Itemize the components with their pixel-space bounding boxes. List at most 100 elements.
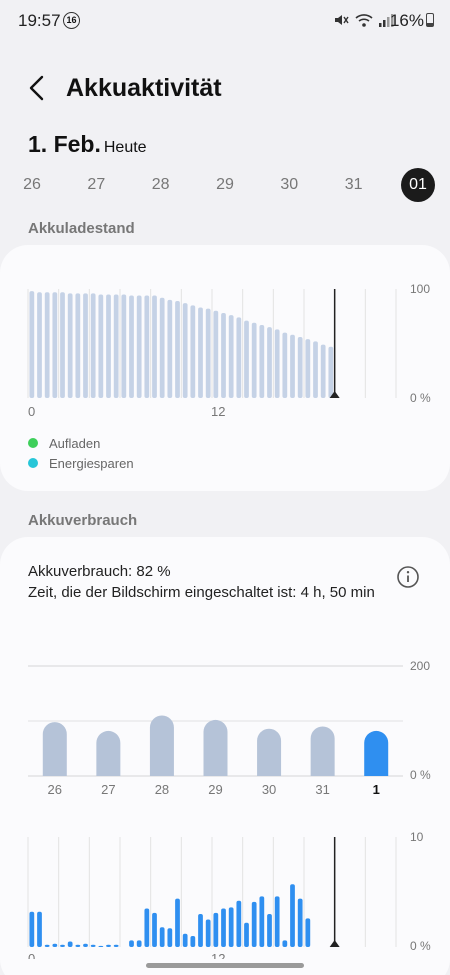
- data-bar: [129, 295, 134, 398]
- data-bar: [305, 339, 311, 398]
- data-bar: [98, 945, 104, 947]
- x-axis-label: 27: [101, 782, 115, 797]
- data-bar: [136, 940, 142, 947]
- data-bar: [83, 943, 88, 947]
- section-label-battery-level: Akkuladestand: [28, 220, 135, 237]
- data-bar: [175, 300, 180, 398]
- signal-icon: [379, 14, 394, 27]
- day-item[interactable]: 28: [151, 176, 170, 193]
- hourly-usage-chart: 10 0 % 0 12: [27, 830, 431, 959]
- data-bar: [274, 896, 280, 947]
- back-arrow-icon[interactable]: [22, 72, 54, 104]
- current-time-triangle: [329, 940, 340, 947]
- header: Akkuaktivität: [0, 64, 450, 114]
- data-bar: [60, 292, 65, 398]
- x-axis-label-12: 12: [211, 951, 225, 959]
- date-title: 1. Feb. Heute: [28, 131, 147, 158]
- day-item[interactable]: 26: [23, 176, 41, 193]
- x-axis-label-0: 0: [28, 404, 35, 419]
- info-icon[interactable]: [396, 565, 420, 589]
- legend-dot-cyan: [28, 458, 38, 468]
- day-item-selected[interactable]: 01: [400, 168, 435, 202]
- data-bar: [236, 317, 242, 398]
- section-label-usage: Akkuverbrauch: [28, 512, 138, 529]
- data-bar: [251, 322, 257, 398]
- data-bar: [305, 918, 311, 947]
- day-item[interactable]: 29: [216, 176, 234, 193]
- data-bar: [136, 295, 142, 398]
- data-bar: [96, 730, 121, 776]
- data-bar: [251, 901, 257, 947]
- data-bar: [175, 898, 180, 947]
- data-bar: [257, 728, 282, 776]
- data-bar: [236, 900, 242, 947]
- data-bar: [182, 933, 188, 947]
- y-axis-min-label: 0 %: [410, 939, 431, 953]
- data-bar: [198, 914, 203, 947]
- x-axis-label: 28: [155, 782, 169, 797]
- y-axis-max-label: 100: [410, 282, 430, 296]
- data-bar: [159, 927, 165, 947]
- battery-level-card: 100 0 % 0 12 Aufladen Energiesparen: [0, 245, 450, 491]
- x-axis-label: 31: [315, 782, 329, 797]
- page-title: Akkuaktivität: [66, 74, 222, 102]
- data-bar: [297, 336, 303, 398]
- home-indicator[interactable]: [146, 963, 304, 968]
- data-bar: [205, 919, 211, 947]
- legend-dot-green: [28, 438, 38, 448]
- date-label: 1. Feb.: [28, 131, 101, 157]
- data-bar: [259, 324, 265, 398]
- current-time-triangle: [329, 391, 340, 398]
- status-icons: [332, 11, 394, 29]
- data-bar: [213, 912, 219, 947]
- data-bar: [37, 292, 42, 398]
- x-axis-label: 26: [48, 782, 62, 797]
- data-bar: [244, 922, 249, 947]
- data-bar: [167, 299, 173, 398]
- data-bar: [52, 943, 58, 947]
- data-bar: [221, 312, 226, 398]
- data-bar: [221, 908, 226, 947]
- data-bar: [259, 896, 265, 947]
- usage-card: Akkuverbrauch: 82 % Zeit, die der Bildsc…: [0, 537, 450, 975]
- day-item[interactable]: 30: [280, 176, 299, 193]
- battery-percent: 16%: [389, 11, 424, 30]
- data-bar: [203, 719, 228, 776]
- data-bar: [67, 293, 73, 398]
- data-bar: [90, 944, 96, 947]
- x-axis-label-12: 12: [211, 404, 225, 419]
- data-bar: [167, 928, 173, 947]
- data-bar: [310, 726, 335, 776]
- status-bar: 19:57 16 16%: [0, 0, 450, 42]
- data-bar: [267, 327, 272, 398]
- status-time: 19:57: [18, 11, 61, 30]
- data-bar: [190, 936, 196, 947]
- data-bar: [29, 911, 35, 947]
- x-axis-label: 30: [262, 782, 276, 797]
- data-bar: [129, 940, 134, 947]
- data-bar: [52, 292, 58, 398]
- day-item[interactable]: 31: [344, 176, 363, 193]
- data-bar: [75, 944, 81, 947]
- data-bar: [282, 940, 288, 947]
- data-bar: [364, 730, 389, 776]
- legend-item-power-saving: Energiesparen: [28, 453, 134, 473]
- data-bar: [83, 293, 88, 398]
- data-bar: [42, 722, 67, 776]
- data-bar: [213, 310, 219, 398]
- day-item[interactable]: 27: [87, 176, 106, 193]
- data-bar: [152, 912, 157, 947]
- y-axis-max-label: 10: [410, 830, 424, 844]
- data-bar: [297, 898, 303, 947]
- data-bar: [228, 907, 234, 947]
- data-bar: [121, 294, 127, 398]
- data-bar: [44, 292, 50, 398]
- data-bar: [244, 320, 249, 398]
- y-axis-max-label: 200: [410, 659, 430, 673]
- data-bar: [290, 884, 295, 947]
- data-bar: [182, 303, 188, 398]
- usage-percent-text: Akkuverbrauch: 82 %: [28, 563, 171, 580]
- data-bar: [152, 295, 157, 398]
- data-bar: [274, 329, 280, 398]
- data-bar: [328, 346, 334, 398]
